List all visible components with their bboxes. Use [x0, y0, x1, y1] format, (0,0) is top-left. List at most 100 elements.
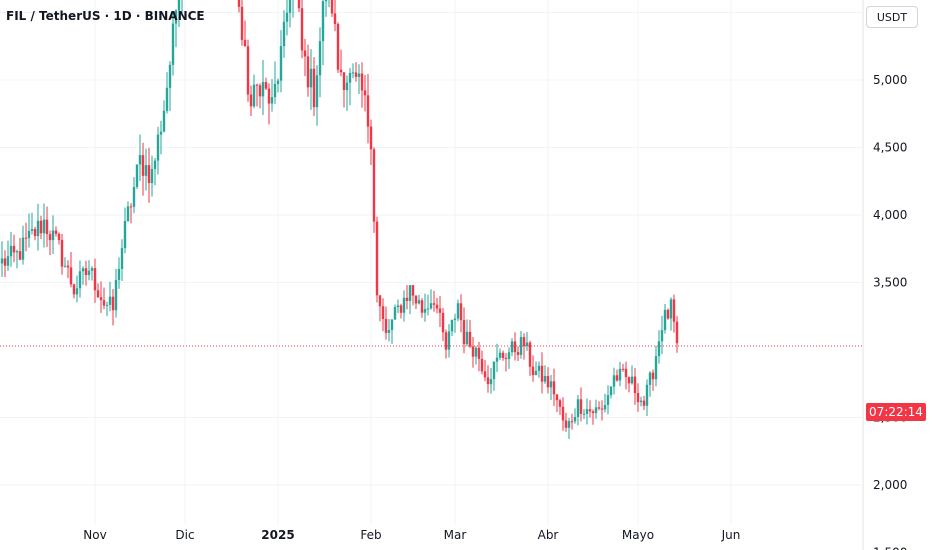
candle[interactable] — [552, 368, 556, 407]
candle[interactable] — [45, 206, 49, 247]
candle[interactable] — [426, 294, 430, 316]
candle[interactable] — [240, 0, 244, 46]
candle[interactable] — [642, 395, 646, 411]
candle[interactable] — [381, 298, 385, 332]
candle[interactable] — [540, 352, 544, 394]
candle[interactable] — [84, 260, 88, 286]
candle[interactable] — [417, 294, 421, 305]
currency-button[interactable]: USDT — [866, 6, 918, 28]
candle[interactable] — [159, 120, 163, 155]
candle[interactable] — [378, 294, 382, 322]
candle[interactable] — [597, 401, 601, 411]
candle[interactable] — [285, 0, 289, 36]
candle[interactable] — [438, 296, 442, 327]
candle[interactable] — [261, 60, 265, 115]
candle[interactable] — [366, 73, 370, 144]
candle[interactable] — [396, 299, 400, 314]
candle[interactable] — [135, 164, 139, 190]
candle[interactable] — [411, 284, 415, 306]
candle[interactable] — [606, 385, 610, 415]
candle[interactable] — [126, 201, 130, 222]
candle[interactable] — [171, 13, 175, 76]
candle[interactable] — [57, 232, 61, 245]
candle[interactable] — [666, 308, 670, 320]
candle[interactable] — [153, 157, 157, 186]
candle[interactable] — [648, 371, 652, 397]
candle[interactable] — [249, 85, 253, 116]
candle[interactable] — [420, 298, 424, 318]
candle[interactable] — [165, 72, 169, 114]
candle[interactable] — [486, 365, 490, 393]
candle[interactable] — [579, 387, 583, 422]
candle[interactable] — [78, 260, 82, 298]
candle[interactable] — [348, 67, 352, 106]
candle[interactable] — [9, 231, 13, 267]
candle[interactable] — [3, 250, 7, 278]
candle[interactable] — [543, 365, 547, 384]
candle[interactable] — [6, 240, 10, 271]
candle[interactable] — [336, 22, 340, 74]
candle[interactable] — [672, 294, 676, 333]
candle[interactable] — [123, 207, 127, 254]
candle[interactable] — [612, 367, 616, 395]
candle[interactable] — [453, 313, 457, 333]
candle[interactable] — [492, 361, 496, 391]
candle[interactable] — [267, 83, 271, 125]
candle[interactable] — [360, 62, 364, 108]
candle[interactable] — [483, 359, 487, 382]
candle[interactable] — [558, 398, 562, 415]
candle[interactable] — [405, 285, 409, 310]
candle[interactable] — [555, 394, 559, 413]
candle[interactable] — [459, 294, 463, 333]
candle[interactable] — [375, 216, 379, 303]
candle[interactable] — [414, 295, 418, 310]
candle[interactable] — [489, 367, 493, 394]
candle[interactable] — [120, 239, 124, 281]
candle[interactable] — [588, 400, 592, 418]
candle[interactable] — [141, 142, 145, 196]
candle[interactable] — [600, 400, 604, 421]
candle[interactable] — [624, 361, 628, 390]
candle[interactable] — [618, 361, 622, 387]
candle[interactable] — [168, 61, 172, 112]
candle[interactable] — [292, 0, 294, 18]
candle[interactable] — [630, 365, 634, 385]
candle[interactable] — [504, 353, 508, 372]
candle[interactable] — [39, 215, 43, 240]
candle[interactable] — [276, 78, 280, 93]
candle[interactable] — [429, 289, 433, 310]
candle[interactable] — [129, 203, 133, 224]
candle[interactable] — [330, 0, 334, 17]
candle[interactable] — [462, 307, 466, 354]
candle[interactable] — [465, 319, 469, 347]
candle[interactable] — [138, 134, 142, 182]
candle[interactable] — [288, 0, 292, 28]
candle[interactable] — [105, 301, 109, 317]
candle[interactable] — [546, 367, 550, 394]
candle[interactable] — [528, 340, 532, 376]
candle[interactable] — [675, 316, 679, 353]
candle[interactable] — [663, 304, 667, 334]
candle[interactable] — [156, 126, 160, 175]
candle[interactable] — [144, 148, 148, 191]
candle[interactable] — [627, 376, 631, 393]
candle[interactable] — [270, 79, 274, 112]
candle[interactable] — [549, 374, 553, 401]
candle[interactable] — [255, 83, 259, 107]
candle[interactable] — [150, 155, 154, 197]
candle[interactable] — [657, 330, 661, 364]
candle[interactable] — [279, 30, 283, 93]
candle[interactable] — [132, 177, 136, 214]
candle[interactable] — [621, 363, 625, 372]
candle[interactable] — [393, 304, 397, 320]
candle[interactable] — [399, 303, 403, 319]
candle[interactable] — [570, 413, 574, 430]
candle[interactable] — [519, 330, 523, 359]
candle[interactable] — [585, 398, 589, 425]
candle[interactable] — [315, 65, 319, 126]
candle[interactable] — [531, 355, 535, 382]
candle[interactable] — [309, 49, 313, 110]
candlestick-series[interactable] — [0, 0, 679, 439]
candle[interactable] — [654, 345, 658, 387]
candle[interactable] — [90, 266, 94, 281]
